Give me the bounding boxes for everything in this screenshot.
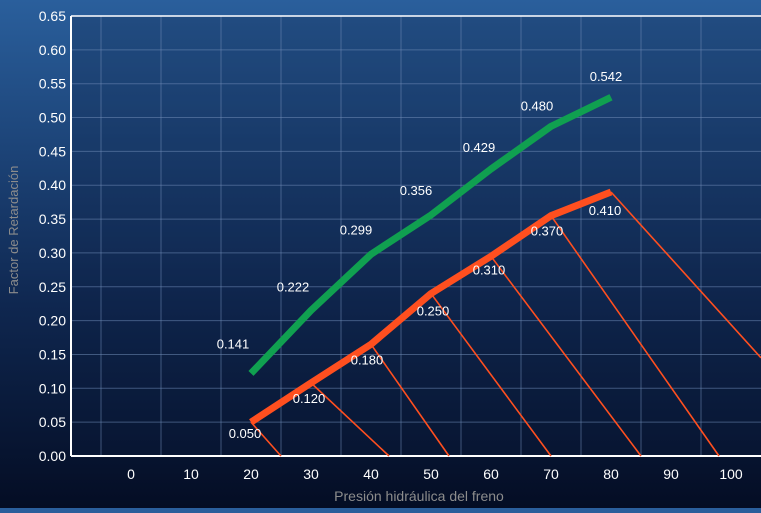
data-label: 0.222 <box>277 279 310 294</box>
diagonal-line <box>490 255 642 457</box>
y-tick-label: 0.25 <box>39 279 66 295</box>
y-tick-label: 0.00 <box>39 448 66 464</box>
x-tick-label: 10 <box>183 466 199 482</box>
y-tick-label: 0.05 <box>39 414 66 430</box>
x-tick-label: 100 <box>719 466 743 482</box>
y-tick-label: 0.55 <box>39 76 66 92</box>
data-label: 0.429 <box>463 140 496 155</box>
x-tick-label: 0 <box>127 466 135 482</box>
y-tick-label: 0.50 <box>39 110 66 126</box>
x-tick-label: 70 <box>543 466 559 482</box>
diagonal-line <box>370 343 450 457</box>
data-label: 0.370 <box>531 224 564 239</box>
plot-area <box>71 16 761 456</box>
data-label: 0.356 <box>400 183 433 198</box>
data-label: 0.120 <box>293 391 326 406</box>
y-tick-label: 0.35 <box>39 211 66 227</box>
diagonal-line <box>250 421 282 457</box>
x-tick-label: 40 <box>363 466 379 482</box>
diagonal-line <box>550 215 720 457</box>
y-tick-label: 0.30 <box>39 245 66 261</box>
y-tick-label: 0.40 <box>39 177 66 193</box>
x-tick-label: 90 <box>663 466 679 482</box>
y-axis-title: Factor de Retardación <box>6 166 21 295</box>
x-tick-label: 60 <box>483 466 499 482</box>
x-axis-title: Presión hidráulica del freno <box>334 488 504 504</box>
y-tick-label: 0.65 <box>39 8 66 24</box>
diagonal-line <box>610 191 761 359</box>
y-tick-label: 0.15 <box>39 346 66 362</box>
data-label: 0.480 <box>521 98 554 113</box>
x-tick-label: 30 <box>303 466 319 482</box>
data-label: 0.299 <box>340 222 373 237</box>
x-tick-label: 20 <box>243 466 259 482</box>
diagonal-line <box>310 382 390 457</box>
data-label: 0.410 <box>589 203 622 218</box>
y-tick-label: 0.60 <box>39 42 66 58</box>
data-label: 0.180 <box>351 352 384 367</box>
data-label: 0.250 <box>417 304 450 319</box>
data-label: 0.542 <box>590 69 623 84</box>
data-label: 0.050 <box>229 426 262 441</box>
y-tick-label: 0.45 <box>39 143 66 159</box>
series-line-0 <box>248 94 613 376</box>
y-tick-label: 0.10 <box>39 380 66 396</box>
data-label: 0.310 <box>473 262 506 277</box>
y-tick-label: 0.20 <box>39 313 66 329</box>
diagonal-line <box>430 293 552 457</box>
x-tick-label: 50 <box>423 466 439 482</box>
x-tick-label: 80 <box>603 466 619 482</box>
data-label: 0.141 <box>217 336 250 351</box>
series-line-1 <box>249 188 613 426</box>
